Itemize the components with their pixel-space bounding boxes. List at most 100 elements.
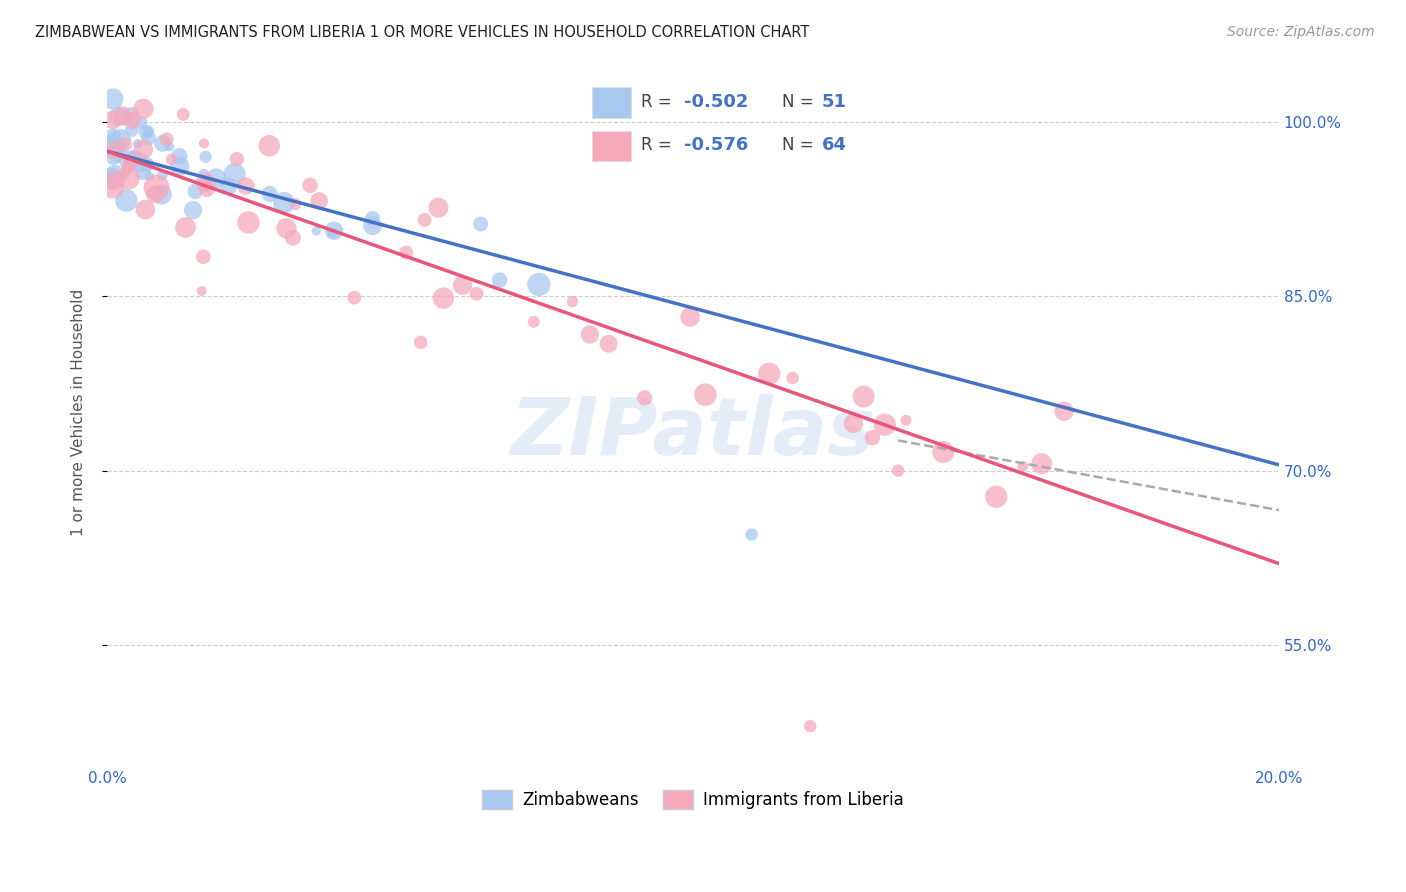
Point bbox=[169, 149, 191, 163]
Point bbox=[308, 194, 330, 208]
Point bbox=[238, 215, 260, 229]
Point bbox=[121, 123, 143, 137]
Point bbox=[852, 390, 875, 404]
Point bbox=[135, 157, 157, 171]
Point bbox=[190, 284, 212, 298]
Point bbox=[118, 153, 141, 168]
Point bbox=[395, 245, 418, 260]
Point bbox=[143, 187, 166, 202]
Point bbox=[114, 166, 136, 180]
Point bbox=[120, 153, 142, 168]
Point bbox=[101, 92, 124, 106]
Point bbox=[138, 131, 160, 145]
Point bbox=[873, 417, 896, 432]
Point bbox=[101, 112, 124, 127]
Point bbox=[108, 143, 131, 157]
Point bbox=[276, 221, 298, 235]
Point bbox=[184, 184, 207, 198]
Point bbox=[110, 132, 132, 146]
Point bbox=[152, 168, 174, 182]
Point bbox=[132, 165, 155, 179]
Point bbox=[103, 174, 125, 188]
Point bbox=[413, 213, 436, 227]
Point bbox=[159, 139, 181, 153]
Y-axis label: 1 or more Vehicles in Household: 1 or more Vehicles in Household bbox=[72, 289, 86, 536]
Point bbox=[101, 130, 124, 145]
Point bbox=[322, 226, 344, 240]
Point bbox=[114, 137, 136, 152]
Point bbox=[226, 152, 249, 166]
Point bbox=[579, 327, 602, 342]
Point bbox=[523, 315, 546, 329]
Point bbox=[527, 277, 550, 292]
Point bbox=[887, 464, 910, 478]
Point bbox=[107, 150, 129, 164]
Point bbox=[111, 109, 134, 123]
Point bbox=[150, 187, 173, 202]
Point bbox=[842, 417, 865, 431]
Point bbox=[323, 224, 346, 238]
Point bbox=[193, 167, 215, 181]
Legend: Zimbabweans, Immigrants from Liberia: Zimbabweans, Immigrants from Liberia bbox=[475, 783, 911, 815]
Point bbox=[305, 224, 328, 238]
Point bbox=[121, 113, 143, 128]
Point bbox=[695, 387, 717, 401]
Text: Source: ZipAtlas.com: Source: ZipAtlas.com bbox=[1227, 25, 1375, 39]
Point bbox=[1031, 457, 1053, 471]
Point bbox=[117, 171, 139, 186]
Point bbox=[235, 179, 257, 194]
Point bbox=[120, 108, 142, 122]
Point bbox=[470, 217, 492, 231]
Point bbox=[101, 133, 124, 147]
Point bbox=[273, 195, 295, 210]
Point bbox=[409, 335, 432, 350]
Point bbox=[741, 527, 763, 541]
Point bbox=[465, 286, 488, 301]
Point bbox=[799, 719, 821, 733]
Point bbox=[193, 136, 215, 151]
Point bbox=[259, 186, 281, 201]
Point bbox=[115, 194, 138, 208]
Point bbox=[152, 136, 174, 151]
Point bbox=[193, 250, 215, 264]
Point bbox=[172, 107, 194, 121]
Point bbox=[131, 116, 153, 130]
Point bbox=[986, 490, 1008, 504]
Point bbox=[128, 155, 150, 169]
Point bbox=[103, 143, 125, 157]
Point bbox=[103, 150, 125, 164]
Point bbox=[136, 125, 159, 139]
Point bbox=[132, 142, 155, 156]
Point bbox=[132, 102, 155, 116]
Point bbox=[169, 160, 191, 174]
Point bbox=[633, 391, 655, 405]
Point bbox=[932, 445, 955, 459]
Point bbox=[862, 431, 884, 445]
Point bbox=[259, 138, 281, 153]
Point bbox=[145, 180, 167, 194]
Point bbox=[284, 197, 307, 211]
Point bbox=[101, 171, 124, 186]
Point bbox=[218, 179, 240, 194]
Text: ZIMBABWEAN VS IMMIGRANTS FROM LIBERIA 1 OR MORE VEHICLES IN HOUSEHOLD CORRELATIO: ZIMBABWEAN VS IMMIGRANTS FROM LIBERIA 1 … bbox=[35, 25, 810, 40]
Point bbox=[117, 159, 139, 173]
Point bbox=[758, 367, 780, 381]
Point bbox=[120, 153, 142, 168]
Point bbox=[194, 178, 217, 192]
Point bbox=[194, 175, 217, 189]
Point bbox=[299, 178, 322, 193]
Point bbox=[782, 371, 804, 385]
Point bbox=[1011, 459, 1033, 474]
Point bbox=[1053, 404, 1076, 418]
Point bbox=[135, 125, 157, 139]
Point bbox=[124, 151, 146, 165]
Point bbox=[679, 310, 702, 324]
Point bbox=[205, 171, 228, 186]
Point bbox=[343, 291, 366, 305]
Point bbox=[427, 201, 450, 215]
Point bbox=[224, 167, 246, 181]
Point bbox=[138, 169, 160, 184]
Point bbox=[195, 182, 218, 196]
Point bbox=[134, 202, 156, 217]
Point bbox=[101, 180, 124, 194]
